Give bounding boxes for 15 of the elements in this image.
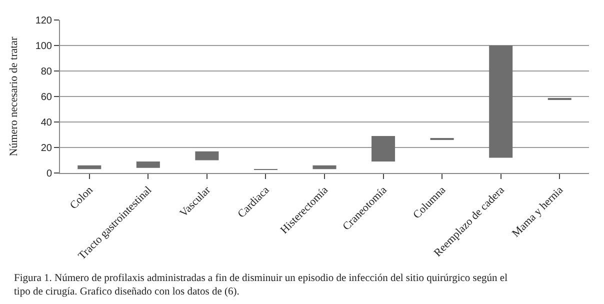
- text: Figura 1. Número de profilaxis administradas a fin de disminuir un episodio de infección del sitio quirúrgico según el tipo de cirugía. Grafico diseñado con los datos de (6).: [14, 273, 508, 298]
- bar: [489, 46, 513, 158]
- y-tick-label: 120: [35, 16, 52, 26]
- y-axis-title: Número necesario de tratar: [8, 36, 20, 156]
- y-tick-label: 80: [40, 66, 52, 78]
- y-tick-label: 100: [35, 41, 52, 52]
- y-tick-label: 0: [46, 168, 52, 180]
- bar: [195, 151, 219, 160]
- y-tick-label: 40: [40, 118, 52, 128]
- bar: [78, 165, 102, 170]
- bar: [372, 136, 396, 162]
- y-tick-label: 20: [40, 143, 52, 154]
- y-tick-label: 60: [40, 92, 52, 103]
- bar: [136, 162, 160, 168]
- bar: [312, 165, 336, 170]
